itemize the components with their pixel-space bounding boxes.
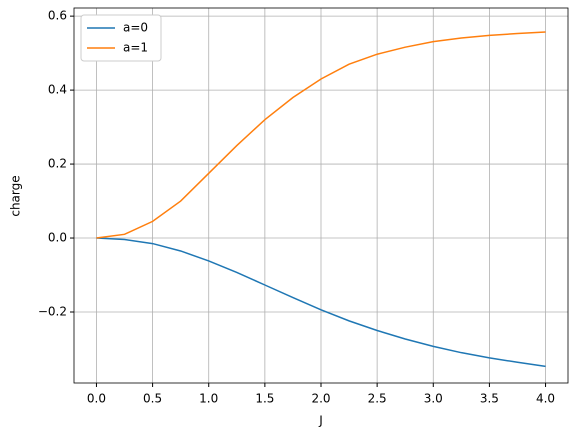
y-tick-label: 0.2	[48, 157, 67, 171]
x-tick-label: 3.5	[480, 392, 499, 406]
x-tick-label: 4.0	[536, 392, 555, 406]
y-tick-label: −0.2	[38, 304, 67, 318]
x-tick-label: 1.5	[255, 392, 274, 406]
y-axis-label: charge	[9, 175, 23, 216]
x-axis-label: J	[318, 414, 323, 428]
y-tick-label: 0.6	[48, 9, 67, 23]
x-tick-label: 2.0	[311, 392, 330, 406]
line	[96, 31, 546, 239]
legend-label: a=1	[123, 41, 148, 55]
x-tick-label: 0.5	[143, 392, 162, 406]
plot-frame	[73, 7, 569, 384]
line	[96, 237, 546, 368]
legend-label: a=0	[123, 21, 148, 35]
y-tick-label: 0.0	[48, 231, 67, 245]
x-tick-label: 3.0	[424, 392, 443, 406]
y-tick-label: 0.4	[48, 83, 67, 97]
x-tick-label: 2.5	[368, 392, 387, 406]
x-tick-label: 0.0	[87, 392, 106, 406]
legend-box	[80, 14, 162, 62]
x-tick-label: 1.0	[199, 392, 218, 406]
